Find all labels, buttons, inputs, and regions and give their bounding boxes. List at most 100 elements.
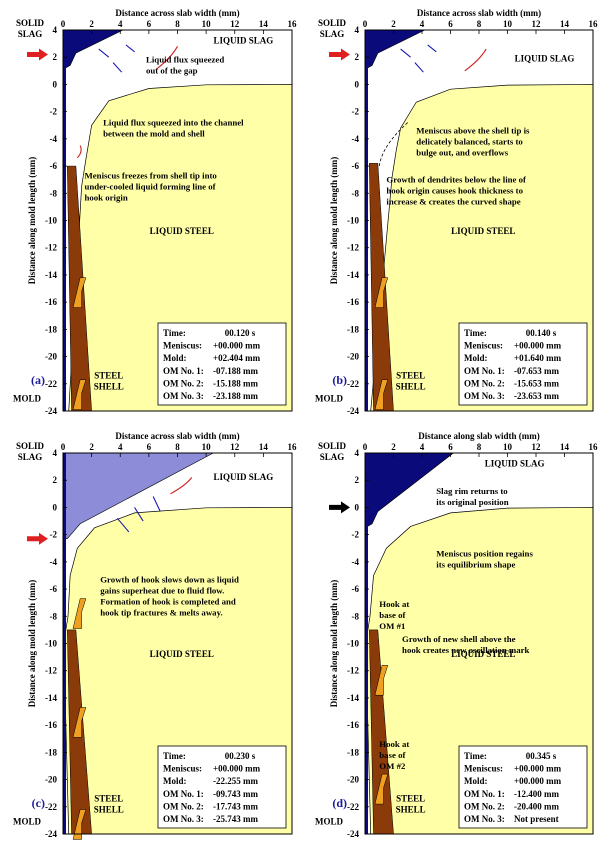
y-tick-label: -20 [45, 775, 57, 785]
y-tick-label: -6 [50, 584, 58, 594]
x-tick-label: 0 [61, 442, 66, 452]
x-tick-label: 14 [259, 442, 269, 452]
x-tick-label: 6 [448, 442, 453, 452]
x-tick-label-line: 10 [202, 442, 212, 452]
y-tick-label-line: 2 [355, 475, 360, 485]
x-tick-label: 12 [532, 19, 542, 29]
info-value-om3: Not present [514, 814, 559, 824]
info-key-time: Time: [464, 751, 487, 761]
info-key-meniscus: Meniscus: [163, 341, 202, 351]
flow-arrow-red [76, 145, 82, 159]
info-value-om3-line: -23.188 mm [213, 391, 258, 401]
info-value-om1-line: -07.653 mm [514, 366, 559, 376]
y-tick-label-line: 4 [355, 25, 360, 35]
y-tick-label-line: -12 [45, 666, 57, 676]
x-tick-label-line: 14 [259, 442, 269, 452]
x-tick-label-line: 2 [391, 19, 396, 29]
y-tick-label: -22 [347, 379, 359, 389]
annotation-text: Liquid flux squeezed out of the gap [146, 55, 224, 76]
y-tick-label-line: -10 [347, 216, 359, 226]
panel-letter: (b) [332, 373, 347, 387]
info-key-om1: OM No. 1: [464, 789, 505, 799]
annotation-text: Meniscus freezes from shell tip into unde… [84, 170, 217, 202]
info-key-mold-line: Mold: [163, 776, 187, 786]
y-axis-title-line: Distance along mold length (mm) [329, 580, 339, 708]
liquid-steel-label-line: LIQUID STEEL [150, 649, 214, 659]
solid-slag-label-line: SLAG [320, 452, 345, 462]
y-tick-label-line: -6 [50, 161, 58, 171]
y-tick-label: -10 [347, 216, 359, 226]
y-tick-label-line: 2 [53, 52, 58, 62]
liquid-slag-label: LIQUID SLAG [213, 472, 273, 482]
y-tick-label-line: -10 [45, 639, 57, 649]
info-value-om3: -25.743 mm [213, 814, 258, 824]
info-value-meniscus: +00.000 mm [213, 764, 261, 774]
y-axis-title-line: Distance along mold length (mm) [329, 157, 339, 285]
y-tick-label-line: -20 [45, 352, 57, 362]
y-tick-label: 2 [355, 52, 360, 62]
info-value-mold: -22.255 mm [213, 776, 258, 786]
mold-label-line: MOLD [315, 393, 343, 403]
info-key-time-line: Time: [163, 751, 186, 761]
panel-letter: (c) [32, 796, 45, 810]
info-key-mold: Mold: [464, 353, 488, 363]
flow-arrow-blue [134, 507, 144, 522]
info-key-time: Time: [163, 328, 186, 338]
flow-arrow-red [170, 477, 193, 495]
info-value-meniscus: +00.000 mm [514, 341, 562, 351]
liquid-slag-label-line: LIQUID SLAG [485, 459, 545, 469]
info-value-mold: +00.000 mm [514, 776, 562, 786]
x-tick-label-line: 10 [202, 19, 212, 29]
x-axis-title-line: Distance along slab width (mm) [418, 431, 540, 441]
y-tick-label: -14 [45, 270, 57, 280]
hook-mark [72, 598, 87, 629]
annotation-text-line: Meniscus position regains [436, 548, 533, 558]
annotation-text-line: OM #2 [379, 761, 406, 771]
mold-label-line: MOLD [315, 816, 343, 826]
x-tick-label-line: 16 [589, 442, 599, 452]
annotation-text-line: Meniscus freezes from shell tip into [84, 170, 217, 180]
steel-shell-label-line: SHELL [396, 381, 426, 391]
y-tick-label: -4 [50, 134, 58, 144]
annotation-text-line: under-cooled liquid forming line of [84, 181, 216, 191]
x-tick-label: 16 [589, 442, 599, 452]
y-tick-label-line: -16 [45, 297, 57, 307]
y-tick-label-line: -14 [347, 693, 359, 703]
y-tick-label: -14 [347, 270, 359, 280]
hook-mark [374, 665, 389, 696]
info-key-om2-line: OM No. 2: [163, 378, 204, 388]
y-tick-label: -8 [50, 611, 58, 621]
hook-mark [374, 773, 389, 805]
annotation-text: Growth of hook slows down as liquid gains… [100, 574, 239, 617]
info-key-meniscus: Meniscus: [163, 764, 202, 774]
y-tick-label: -4 [50, 557, 58, 567]
info-value-om2: -15.653 mm [514, 378, 559, 388]
solid-slag-label: SOLID SLAG [318, 441, 347, 462]
x-tick-label-line: 4 [420, 19, 425, 29]
x-axis-title: Distance across slab width (mm) [115, 8, 239, 18]
info-key-om1-line: OM No. 1: [163, 789, 204, 799]
y-tick-label: -16 [347, 720, 359, 730]
y-tick-label-line: -12 [45, 243, 57, 253]
annotation-text: Hook at base of OM #1 [379, 599, 409, 631]
flow-arrow-blue [98, 48, 110, 58]
x-tick-label-line: 0 [363, 442, 368, 452]
steel-shell-label-line: STEEL [94, 793, 123, 803]
annotation-text-line: Growth of dendrites below the line of [386, 174, 527, 184]
x-axis-title-line: Distance across slab width (mm) [115, 431, 239, 441]
info-key-meniscus-line: Meniscus: [163, 341, 202, 351]
info-value-om1-line: -12.400 mm [514, 789, 559, 799]
x-tick-label-line: 12 [532, 442, 542, 452]
info-key-time-line: Time: [163, 328, 186, 338]
solid-slag-label-line: SOLID [16, 441, 45, 451]
y-tick-label-line: 0 [53, 79, 58, 89]
y-tick-label: -24 [347, 829, 359, 839]
y-tick-label: -8 [50, 188, 58, 198]
info-value-mold: +01.640 mm [514, 353, 562, 363]
x-tick-label: 14 [560, 442, 570, 452]
flow-arrow-blue [116, 517, 130, 533]
panel-d: 0 2 4 6 8 10 12 14 16 4 2 0 -2 -4 -6 -8 -10 -12 -14 -16 -18 -… [315, 431, 598, 839]
info-key-om2: OM No. 2: [464, 378, 505, 388]
y-tick-label: -24 [45, 406, 57, 416]
info-value-time: 00.120 s [225, 328, 256, 338]
